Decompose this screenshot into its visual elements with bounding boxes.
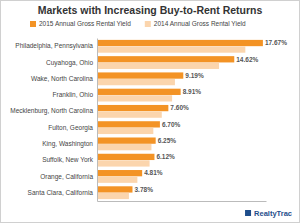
tick: Wake, North Carolina [31,75,97,82]
legend-item: 2015 Annual Gross Rental Yield [30,20,131,27]
bar [97,56,234,62]
tick-label: Orange, California [40,173,93,181]
data-label: 6.70% [162,121,181,128]
bar [97,40,263,46]
legend-swatch [30,21,36,27]
category-axis: Philadelphia, Pennsylvania Cuyahoga, Ohio… [10,39,97,202]
data-label: 6.25% [158,137,177,144]
tick: King, Washington [42,140,97,148]
bar [97,154,154,160]
data-label: 8.91% [183,88,202,95]
tick: Cuyahoga, Ohio [46,59,97,67]
tick-label: King, Washington [42,140,93,148]
bar [97,63,219,69]
tick-label: Suffolk, New York [42,156,94,163]
tick-label: Mecklenburg, North Carolina [10,107,93,115]
legend-label: 2015 Annual Gross Rental Yield [39,20,131,27]
legend: 2015 Annual Gross Rental Yield 2014 Annua… [30,20,246,27]
tick: Santa Clara, California [28,189,97,196]
annotation: RealtyTrac [254,209,292,218]
bar [97,128,153,134]
data-label: 17.67% [265,39,287,46]
data-label: 14.62% [236,56,258,63]
tick-label: Fulton, Georgia [48,124,93,132]
bar [97,177,137,183]
bar [97,137,156,143]
legend-swatch [145,21,151,27]
tick: Orange, California [40,173,97,181]
data-labels: 17.67% 14.62% 9.19% 8.91% 7.60% 6.70% 6.25% 6.1… [134,39,287,192]
title: Markets with Increasing Buy-to-Rent Retu… [38,4,263,16]
tick-label: Franklin, Ohio [53,91,94,98]
data-label: 3.78% [134,186,153,193]
bar [97,160,150,166]
bar [97,72,183,78]
data-label: 4.81% [144,169,163,176]
frame [1,1,300,223]
data-label: 9.19% [185,72,204,79]
bar [97,46,245,52]
tick-label: Wake, North Carolina [31,75,93,82]
value-axis [98,201,267,202]
bar [97,186,132,192]
legend-label: 2014 Annual Gross Rental Yield [154,20,246,27]
bar [97,111,162,117]
tick-label: Philadelphia, Pennsylvania [15,42,93,50]
axis-line [97,39,98,202]
tick: Suffolk, New York [42,156,97,163]
bar [97,105,168,111]
tick-label: Cuyahoga, Ohio [46,59,93,67]
logo-icon [245,210,251,216]
bars [97,40,263,199]
tick: Mecklenburg, North Carolina [10,107,97,115]
tick-label: Santa Clara, California [28,189,94,196]
bar [97,193,129,199]
bar [97,89,181,95]
axis-line [98,201,267,202]
bar [97,79,175,85]
tick: Fulton, Georgia [48,124,97,132]
chart: Markets with Increasing Buy-to-Rent Retu… [0,0,300,223]
logo: RealtyTrac [245,209,292,218]
data-label: 6.12% [156,153,175,160]
tick: Philadelphia, Pennsylvania [15,42,97,50]
legend-item: 2014 Annual Gross Rental Yield [145,20,246,27]
bar [97,121,160,127]
tick: Franklin, Ohio [53,91,97,98]
data-label: 7.60% [170,104,189,111]
bar [97,95,172,101]
bar [97,170,142,176]
bar [97,144,151,150]
